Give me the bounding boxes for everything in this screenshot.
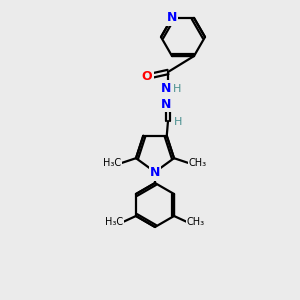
Text: H: H [173, 84, 181, 94]
Text: H₃C: H₃C [105, 217, 123, 227]
Text: N: N [167, 11, 177, 24]
Text: N: N [161, 82, 171, 94]
Text: H: H [174, 117, 182, 127]
Text: N: N [150, 167, 160, 179]
Text: N: N [161, 98, 171, 110]
Text: CH₃: CH₃ [189, 158, 207, 168]
Text: H₃C: H₃C [103, 158, 121, 168]
Text: CH₃: CH₃ [187, 217, 205, 227]
Text: O: O [142, 70, 152, 83]
